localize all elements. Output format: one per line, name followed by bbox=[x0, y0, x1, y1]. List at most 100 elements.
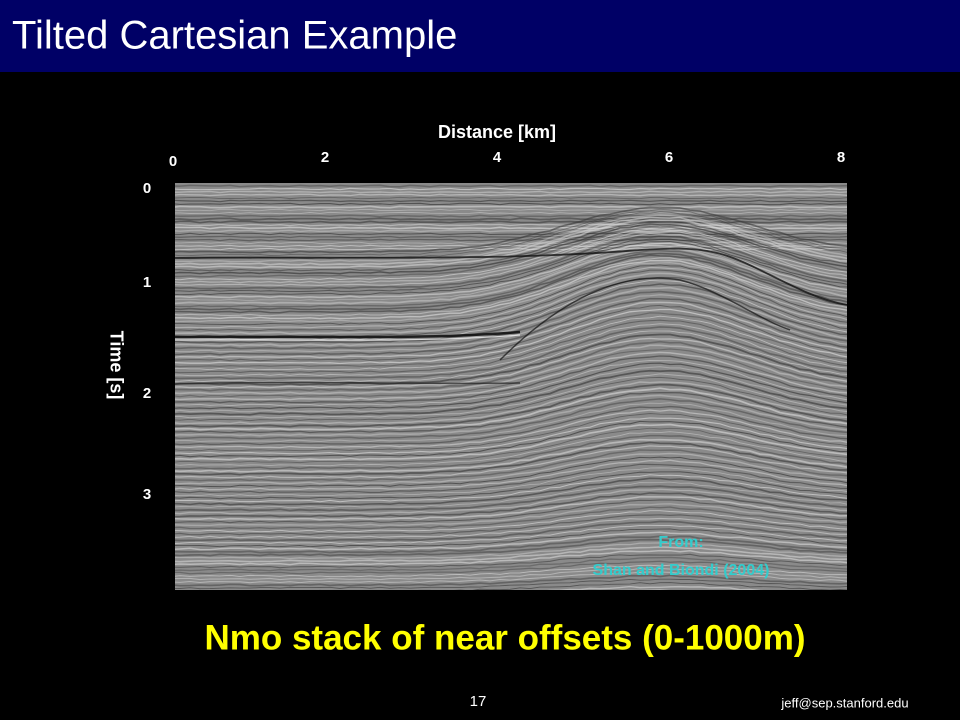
reflector bbox=[175, 524, 847, 545]
reflector bbox=[175, 250, 847, 308]
seismic-texture bbox=[175, 184, 847, 590]
reflector bbox=[175, 355, 847, 404]
reflector bbox=[175, 542, 847, 560]
reflector bbox=[175, 330, 521, 339]
reflector bbox=[175, 564, 847, 578]
reflector bbox=[175, 434, 847, 470]
reflector bbox=[175, 238, 847, 293]
reflector bbox=[175, 423, 847, 461]
y-tick-label: 0 bbox=[143, 180, 151, 197]
reflector bbox=[175, 571, 847, 584]
reflector bbox=[175, 567, 847, 581]
reflector bbox=[175, 553, 847, 569]
reflector bbox=[175, 510, 847, 533]
reflector bbox=[175, 398, 847, 440]
reflector bbox=[175, 202, 847, 206]
reflector bbox=[175, 193, 847, 197]
y-tick-label: 3 bbox=[143, 486, 151, 503]
reflector bbox=[175, 417, 847, 455]
reflector bbox=[175, 340, 847, 392]
reflector bbox=[175, 485, 847, 512]
credit-text: Shan and Biondi (2004) bbox=[593, 562, 770, 579]
reflector bbox=[175, 280, 847, 340]
x-tick-label: 6 bbox=[665, 149, 673, 166]
reflector bbox=[175, 226, 847, 278]
reflector bbox=[175, 499, 847, 524]
reflector bbox=[175, 391, 847, 434]
reflector bbox=[175, 474, 847, 503]
reflector bbox=[175, 488, 847, 515]
reflector bbox=[175, 477, 847, 506]
reflector bbox=[175, 214, 847, 263]
y-tick-label: 1 bbox=[143, 274, 151, 291]
page-number: 17 bbox=[470, 693, 487, 710]
reflector bbox=[175, 405, 847, 446]
reflector bbox=[175, 574, 847, 587]
reflector bbox=[175, 326, 847, 380]
reflector bbox=[175, 206, 847, 254]
reflector bbox=[175, 394, 847, 437]
reflector bbox=[175, 223, 847, 275]
reflector bbox=[175, 184, 847, 188]
footer-email: jeff@sep.stanford.edu bbox=[780, 695, 908, 710]
reflector bbox=[175, 506, 847, 530]
reflector bbox=[175, 264, 847, 326]
reflector bbox=[175, 269, 847, 332]
reflector bbox=[175, 223, 847, 227]
y-tick-label: 2 bbox=[143, 385, 151, 402]
reflector bbox=[175, 199, 847, 203]
reflector bbox=[175, 266, 847, 329]
reflector bbox=[175, 283, 847, 344]
reflector bbox=[175, 323, 847, 377]
reflector bbox=[175, 409, 847, 449]
reflector bbox=[175, 190, 847, 194]
reflector bbox=[499, 277, 791, 361]
reflector bbox=[175, 578, 847, 590]
reflector bbox=[175, 420, 847, 458]
reflector bbox=[175, 413, 847, 452]
reflector bbox=[175, 233, 847, 286]
reflector bbox=[175, 366, 847, 413]
reflector bbox=[175, 360, 847, 407]
reflector bbox=[175, 463, 847, 494]
x-tick-label: 0 bbox=[169, 153, 177, 170]
reflector bbox=[175, 441, 847, 476]
slide-title: Tilted Cartesian Example bbox=[12, 14, 457, 58]
reflector bbox=[175, 241, 847, 245]
reflector bbox=[175, 467, 847, 497]
reflector bbox=[175, 205, 847, 209]
reflector bbox=[175, 333, 847, 386]
reflector bbox=[175, 514, 847, 536]
reflector bbox=[175, 369, 847, 416]
reflector bbox=[175, 312, 847, 368]
x-tick-label: 8 bbox=[837, 149, 845, 166]
reflector bbox=[175, 259, 847, 320]
reflector bbox=[175, 373, 847, 419]
reflector bbox=[175, 245, 847, 302]
reflector bbox=[175, 228, 847, 281]
reflector bbox=[175, 187, 847, 191]
reflector bbox=[175, 481, 847, 509]
reflector bbox=[175, 459, 847, 491]
reflector bbox=[175, 496, 847, 521]
reflector bbox=[175, 241, 847, 296]
reflector bbox=[175, 216, 847, 266]
reflector bbox=[175, 315, 847, 371]
reflector bbox=[175, 272, 847, 335]
reflector bbox=[175, 221, 847, 272]
reflector bbox=[175, 230, 847, 284]
reflector bbox=[175, 387, 847, 431]
reflector bbox=[175, 503, 847, 527]
reflector bbox=[175, 560, 847, 575]
reflector bbox=[175, 531, 847, 551]
reflector bbox=[175, 337, 847, 389]
reflector bbox=[175, 235, 847, 290]
reflector bbox=[175, 402, 847, 443]
reflector bbox=[175, 449, 847, 482]
reflector bbox=[175, 276, 847, 338]
reflector bbox=[175, 334, 521, 341]
reflector bbox=[175, 226, 847, 230]
reflector bbox=[175, 294, 847, 353]
